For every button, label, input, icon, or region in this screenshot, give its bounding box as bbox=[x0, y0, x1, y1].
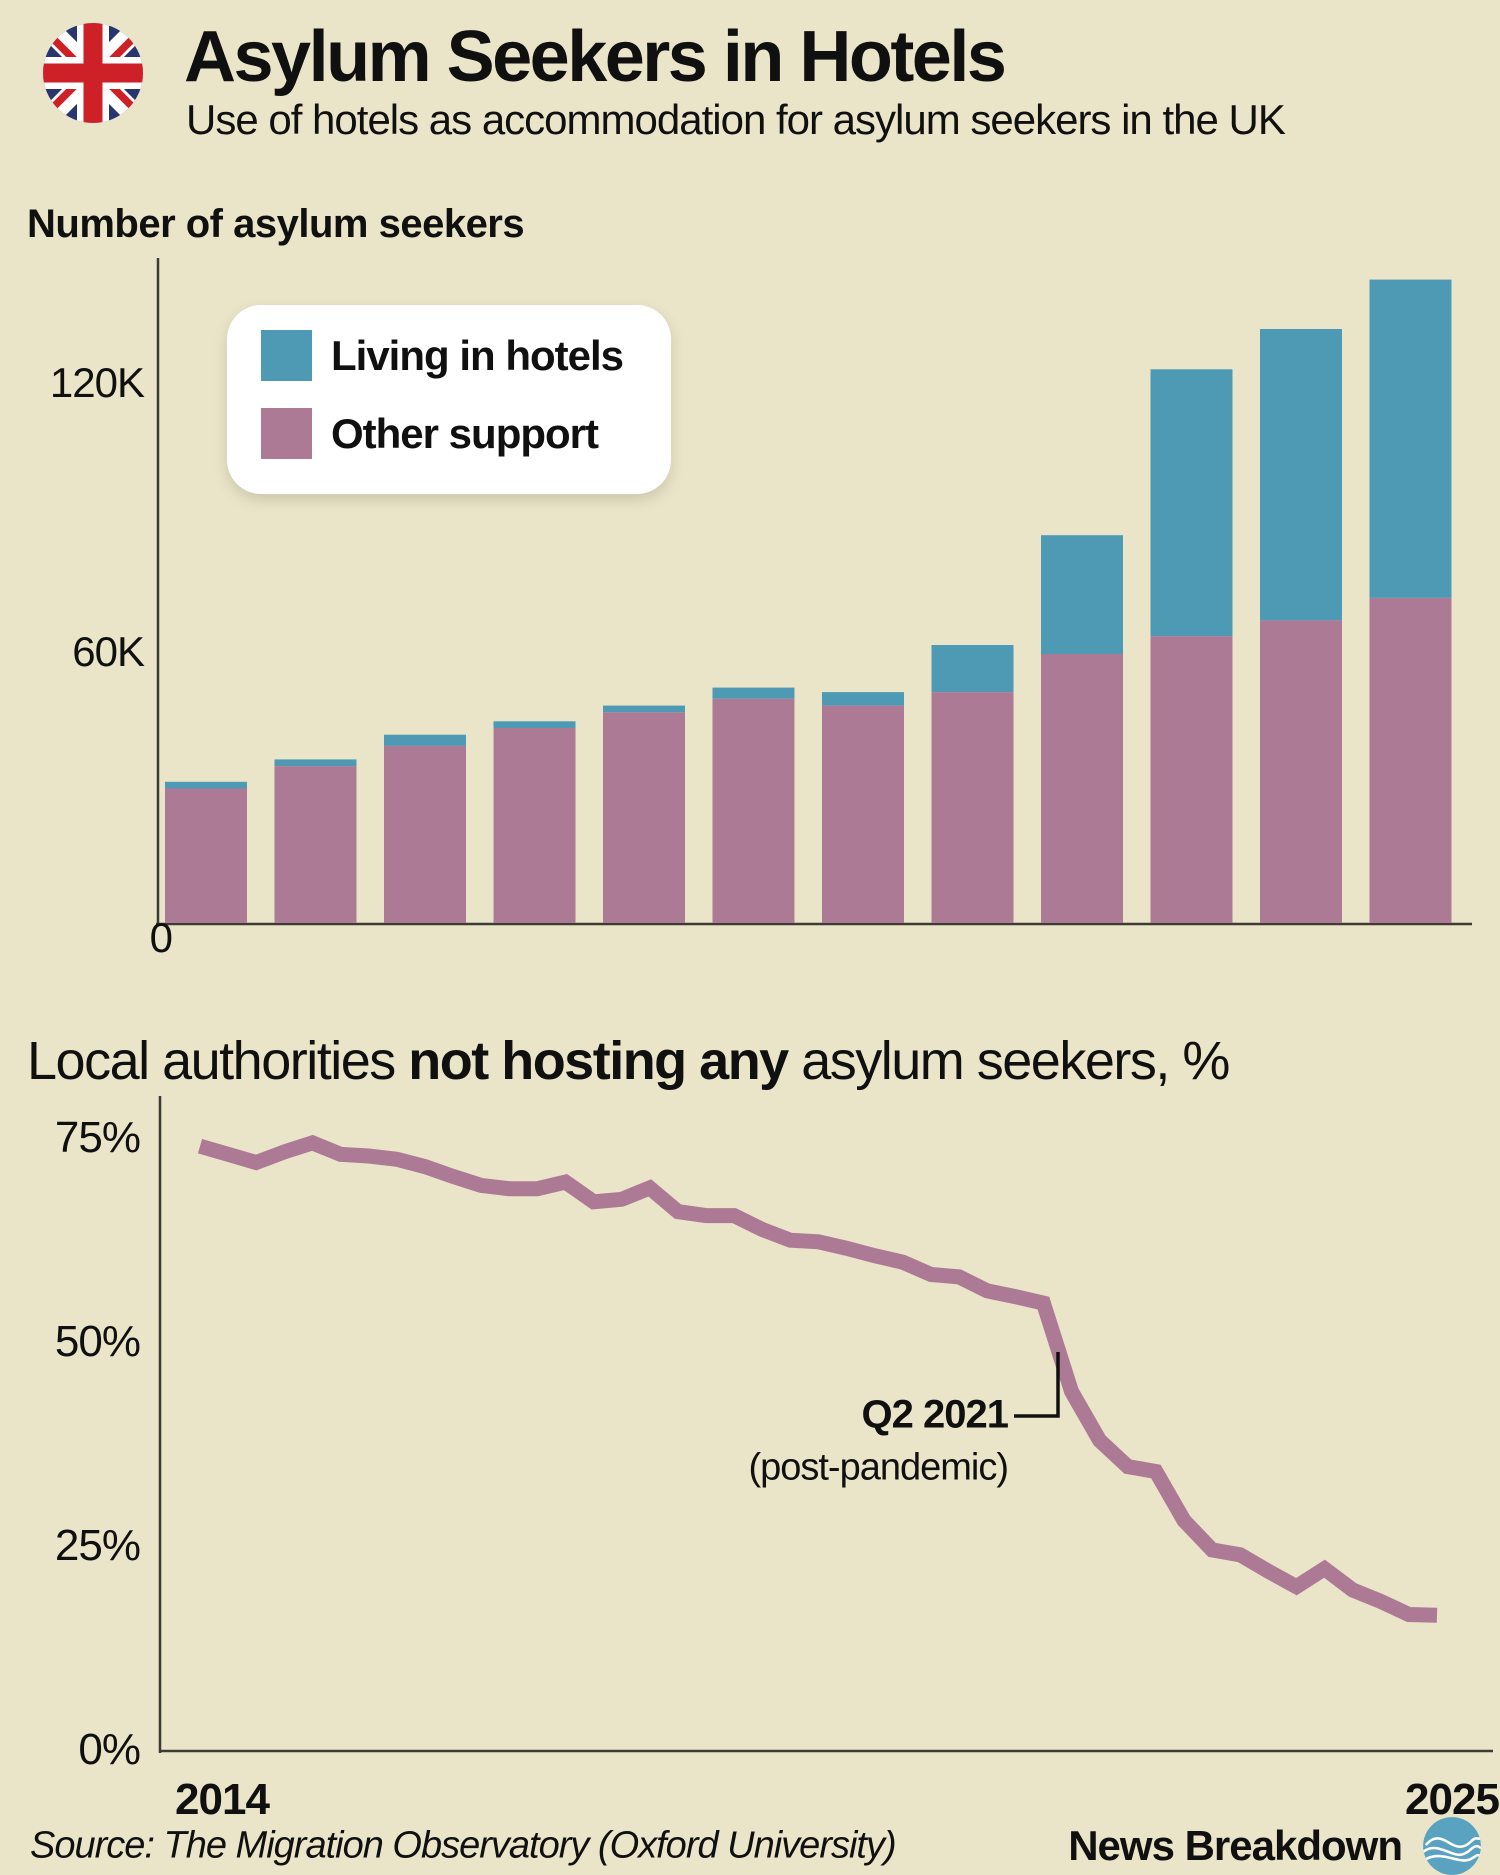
annotation-sublabel: (post-pandemic) bbox=[748, 1446, 1009, 1489]
y-tick-25pct: 25% bbox=[54, 1521, 141, 1570]
bar-chart-axes bbox=[156, 258, 1472, 926]
stacked-bars bbox=[165, 279, 1452, 923]
x-tick-2025: 2025 bbox=[1405, 1775, 1500, 1824]
y-tick-120k: 120K bbox=[49, 359, 145, 406]
annotation-connector-line bbox=[1014, 1352, 1060, 1418]
y-tick-60k: 60K bbox=[72, 628, 145, 675]
bar-chart-title: Number of asylum seekers bbox=[27, 202, 525, 246]
hotels-swatch-icon bbox=[261, 330, 312, 381]
y-tick-75pct: 75% bbox=[54, 1113, 141, 1162]
annotation-label: Q2 2021 bbox=[861, 1392, 1009, 1437]
legend-label-other: Other support bbox=[331, 409, 599, 457]
other-support-swatch-icon bbox=[261, 408, 312, 459]
y-tick-0: 0 bbox=[149, 914, 173, 961]
line-chart-title-bold: not hosting any bbox=[408, 1031, 789, 1091]
brand-name: News Breakdown bbox=[1068, 1822, 1403, 1869]
line-chart-title-prefix: Local authorities bbox=[27, 1031, 409, 1091]
y-tick-0pct: 0% bbox=[78, 1725, 141, 1774]
legend-item-other: Other support bbox=[261, 408, 599, 459]
y-tick-50pct: 50% bbox=[54, 1317, 141, 1366]
page-subtitle: Use of hotels as accommodation for asylu… bbox=[186, 96, 1286, 143]
legend-label-hotels: Living in hotels bbox=[331, 331, 624, 379]
source-credit: Source: The Migration Observatory (Oxfor… bbox=[30, 1824, 897, 1867]
legend-item-hotels: Living in hotels bbox=[261, 330, 624, 381]
legend: Living in hotels Other support bbox=[227, 305, 671, 494]
x-tick-2014: 2014 bbox=[175, 1775, 270, 1824]
line-chart-title: Local authorities not hosting any asylum… bbox=[27, 1030, 1230, 1092]
line-chart-title-suffix: asylum seekers, % bbox=[787, 1031, 1230, 1091]
brand-lockup: News Breakdown bbox=[1068, 1812, 1486, 1875]
uk-flag-icon bbox=[43, 23, 143, 123]
trend-line bbox=[197, 1134, 1438, 1623]
line-chart-axes bbox=[158, 1096, 1493, 1753]
waves-logo-icon bbox=[1423, 1817, 1481, 1875]
page-title: Asylum Seekers in Hotels bbox=[184, 17, 1007, 97]
